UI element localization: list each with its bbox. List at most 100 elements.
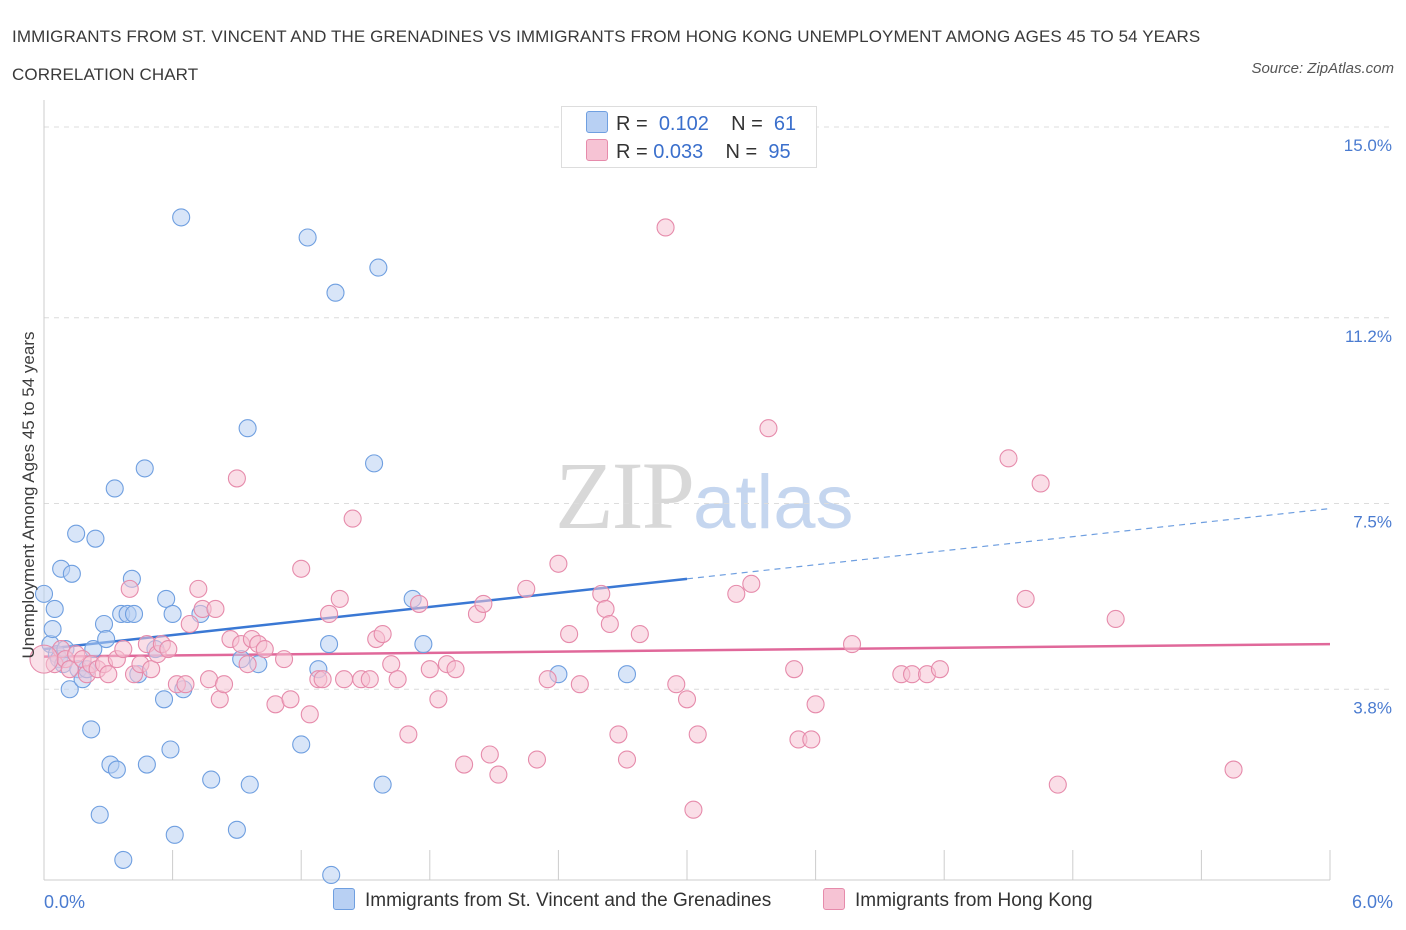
hongkong-point [60,660,79,679]
legend-item-hongkong[interactable]: Immigrants from Hong Kong [823,888,1093,912]
vincent-point [86,529,105,548]
hongkong-point [114,640,133,659]
y-tick-label: 11.2% [1345,327,1392,346]
hongkong-point [742,574,761,593]
hongkong-point [388,670,407,689]
vincent-point [365,454,384,473]
hongkong-point [29,644,59,674]
vincent-point [202,770,221,789]
stats-legend-row-vincent: R = 0.102 N = 61 [586,111,796,137]
watermark-zip: ZIP [555,442,695,549]
n-value: 61 [773,113,797,135]
vincent-legend-swatch [333,888,355,910]
vincent-point [124,604,144,624]
vincent-point [320,635,339,654]
vincent-point [43,619,62,639]
vincent-point [90,805,109,824]
hongkong-point [292,559,311,578]
vincent-point [617,665,637,684]
hongkong-point [785,660,804,679]
hongkong-point [275,650,294,669]
legend-item-vincent[interactable]: Immigrants from St. Vincent and the Gren… [333,888,771,912]
vincent-swatch [586,111,608,133]
hongkong-point [656,218,675,237]
y-tick-label: 15.0% [1344,136,1392,155]
hongkong-point [210,690,229,709]
hongkong-point [570,675,589,694]
x-tick-label: 6.0% [1352,892,1393,912]
hongkong-point [159,640,178,659]
hongkong-point [373,624,392,644]
vincent-point [135,459,154,478]
hongkong-point [806,695,825,714]
n-label: N = [731,113,763,135]
vincent-point [414,635,433,654]
hongkong-point [199,670,219,689]
legend-label-vincent: Immigrants from St. Vincent and the Gren… [365,890,772,911]
vincent-point [45,599,64,618]
hongkong-point [902,665,922,684]
y-tick-label: 7.5% [1353,513,1392,532]
hongkong-point [727,584,746,603]
r-value: 0.033 [653,141,704,163]
n-value: 95 [768,141,791,163]
vincent-point [172,208,191,227]
hongkong-point [120,579,139,598]
chart-title: IMMIGRANTS FROM ST. VINCENT AND THE GREN… [12,27,1201,84]
hongkong-point [176,675,195,694]
vincent-point [60,680,79,699]
hongkong-point [842,635,862,654]
hongkong-point [630,624,649,644]
vincent-point [238,419,257,438]
hongkong-point [335,670,354,689]
vincent-point [157,589,176,608]
axes [43,100,1331,881]
watermark-atlas: atlas [693,460,854,545]
vincent-point [292,735,311,754]
hongkong-legend-swatch [823,888,845,910]
r-label: R = [616,113,648,135]
vincent-point [163,604,182,624]
grid-lines [44,126,1390,690]
vincent-point [322,865,341,885]
data-points [29,208,1243,885]
hongkong-point [410,594,429,613]
vincent-point [34,584,54,603]
watermark: ZIPatlas [555,440,854,551]
hongkong-point [617,750,637,769]
hongkong-point [382,655,401,674]
hongkong-point [420,660,439,679]
hongkong-point [343,509,362,528]
hongkong-point [538,670,557,689]
hongkong-point [1031,474,1050,493]
hongkong-point [1048,775,1067,794]
n-label: N = [725,141,758,163]
hongkong-point [142,660,161,679]
r-value: 0.102 [658,113,709,135]
hongkong-point [480,745,499,764]
x-tick-label: 0.0% [44,892,85,912]
hongkong-point [399,725,418,744]
vincent-point [326,283,345,302]
hongkong-point [206,599,225,618]
hongkong-point [802,730,821,749]
vincent-point [114,850,133,869]
hongkong-point [1224,760,1243,779]
hongkong-point [592,584,611,603]
hongkong-point [1106,609,1125,629]
vincent-point [94,614,114,634]
vincent-point [105,479,124,498]
hongkong-point [1016,589,1035,608]
hongkong-point [189,579,208,598]
hongkong-point [227,469,246,488]
stats-legend: R = 0.102 N = 61 R = 0.033 N = 95 [561,106,817,168]
hongkong-point [684,800,703,819]
hongkong-point [517,579,536,598]
hongkong-point [688,725,707,744]
hongkong-point [560,624,579,644]
hongkong-point [300,705,319,724]
axis-labels: 3.8% 7.5% 11.2% 15.0% 0.0% 6.0% Unemployment A… [19,136,1393,912]
hongkong-point [99,665,118,684]
hongkong-point [999,449,1018,468]
hongkong-point [266,695,285,714]
